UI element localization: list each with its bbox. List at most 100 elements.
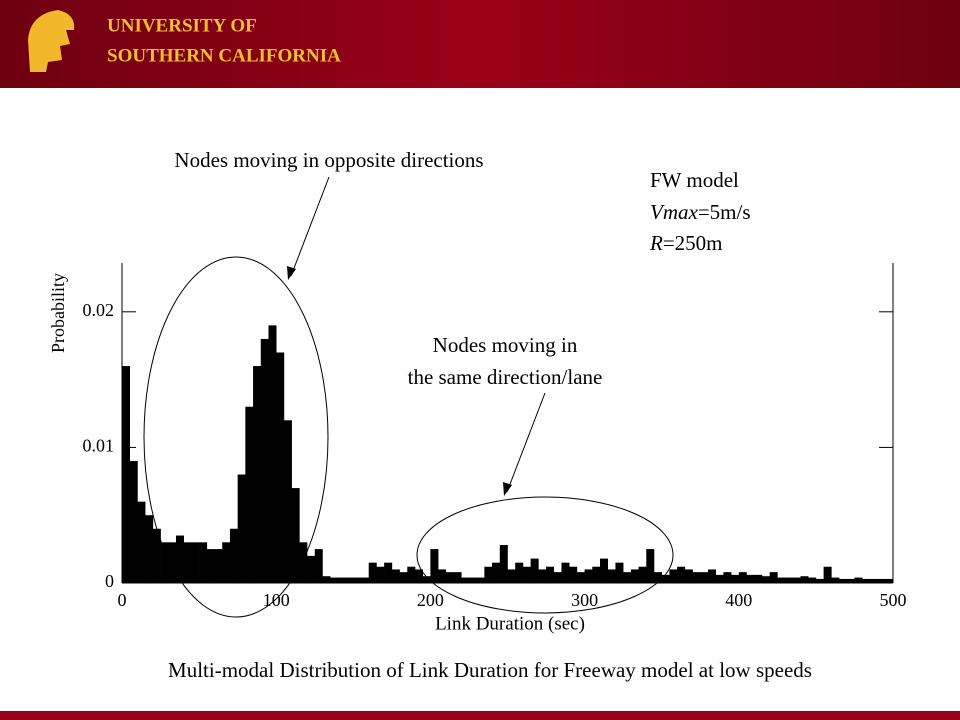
- bar: [422, 576, 431, 583]
- bar: [761, 576, 770, 583]
- bar: [839, 578, 848, 583]
- bar: [391, 569, 400, 583]
- bar: [831, 577, 840, 583]
- bar: [199, 542, 208, 583]
- bar: [592, 566, 601, 583]
- bar: [337, 577, 346, 583]
- bar: [846, 578, 855, 583]
- bar: [715, 574, 724, 583]
- bar: [145, 515, 154, 583]
- bar: [530, 558, 539, 583]
- bar: [345, 577, 354, 583]
- bar: [253, 366, 262, 583]
- logo: [28, 10, 75, 72]
- bar: [307, 555, 316, 583]
- bar: [268, 325, 277, 583]
- x-tick-label: 300: [571, 590, 598, 610]
- header-title: SOUTHERN CALIFORNIA: [107, 45, 341, 66]
- y-axis-label: Probability: [48, 273, 68, 353]
- arrowhead: [503, 482, 512, 496]
- annotation-part: Vmax: [650, 200, 698, 224]
- bar: [214, 549, 223, 583]
- bar: [245, 406, 254, 583]
- footer-bar: [0, 711, 960, 720]
- bar: [314, 549, 323, 583]
- bar: [808, 577, 817, 583]
- bar: [430, 549, 439, 583]
- header-title: UNIVERSITY OF: [107, 15, 257, 36]
- arrow: [506, 392, 546, 493]
- bar: [468, 577, 477, 583]
- bar: [361, 577, 370, 583]
- bar: [569, 566, 578, 583]
- bar: [638, 566, 647, 583]
- bar: [769, 572, 778, 583]
- bar: [576, 572, 585, 583]
- bar: [160, 542, 169, 583]
- bar: [229, 528, 238, 583]
- bar: [877, 578, 886, 583]
- annotation-part: =250m: [663, 231, 723, 255]
- bar: [122, 366, 131, 583]
- annotation: Nodes moving in: [433, 333, 578, 357]
- annotation-part: R: [649, 231, 663, 255]
- bar: [384, 562, 393, 583]
- bar: [414, 569, 423, 583]
- x-tick-label: 0: [118, 590, 127, 610]
- bar: [785, 577, 794, 583]
- annotation: Vmax=5m/s: [650, 200, 751, 224]
- bar: [754, 574, 763, 583]
- bar: [630, 569, 639, 583]
- caption: Multi-modal Distribution of Link Duratio…: [168, 658, 812, 682]
- bar: [731, 574, 740, 583]
- bar: [515, 562, 524, 583]
- bar: [407, 566, 416, 583]
- bar: [191, 542, 200, 583]
- annotation: the same direction/lane: [408, 365, 603, 389]
- annotation: R=250m: [649, 231, 723, 255]
- bar: [862, 578, 871, 583]
- bar: [168, 542, 177, 583]
- arrow: [290, 176, 330, 277]
- bar: [800, 576, 809, 583]
- bar: [777, 577, 786, 583]
- bar: [137, 501, 146, 583]
- annotation-part: =5m/s: [698, 200, 751, 224]
- bar: [684, 569, 693, 583]
- bar: [399, 572, 408, 583]
- bar: [538, 569, 547, 583]
- bar: [522, 566, 531, 583]
- y-tick-label: 0.01: [83, 436, 115, 456]
- plot: 00.010.020 100 200 300 400 500: [83, 263, 907, 610]
- highlight-ellipse: [416, 496, 674, 614]
- bar: [299, 542, 308, 583]
- bar: [584, 569, 593, 583]
- bar: [823, 566, 832, 583]
- bar: [453, 572, 462, 583]
- y-tick-label: 0: [105, 571, 114, 591]
- bar: [561, 562, 570, 583]
- bar: [322, 576, 331, 583]
- bar: [723, 572, 732, 583]
- bar: [353, 577, 362, 583]
- bar: [738, 572, 747, 583]
- bar: [368, 562, 377, 583]
- bar: [815, 578, 824, 583]
- x-tick-label: 400: [725, 590, 752, 610]
- bar: [206, 549, 215, 583]
- bar: [222, 542, 231, 583]
- bar: [376, 566, 385, 583]
- bar: [669, 569, 678, 583]
- bar: [546, 566, 555, 583]
- bar: [677, 566, 686, 583]
- bar: [260, 338, 269, 583]
- header-bar: [0, 0, 960, 88]
- x-tick-label: 500: [880, 590, 907, 610]
- bar: [646, 549, 655, 583]
- bar: [692, 572, 701, 583]
- bar: [276, 352, 285, 583]
- bar: [792, 577, 801, 583]
- bar: [461, 577, 470, 583]
- y-tick-label: 0.02: [83, 300, 115, 320]
